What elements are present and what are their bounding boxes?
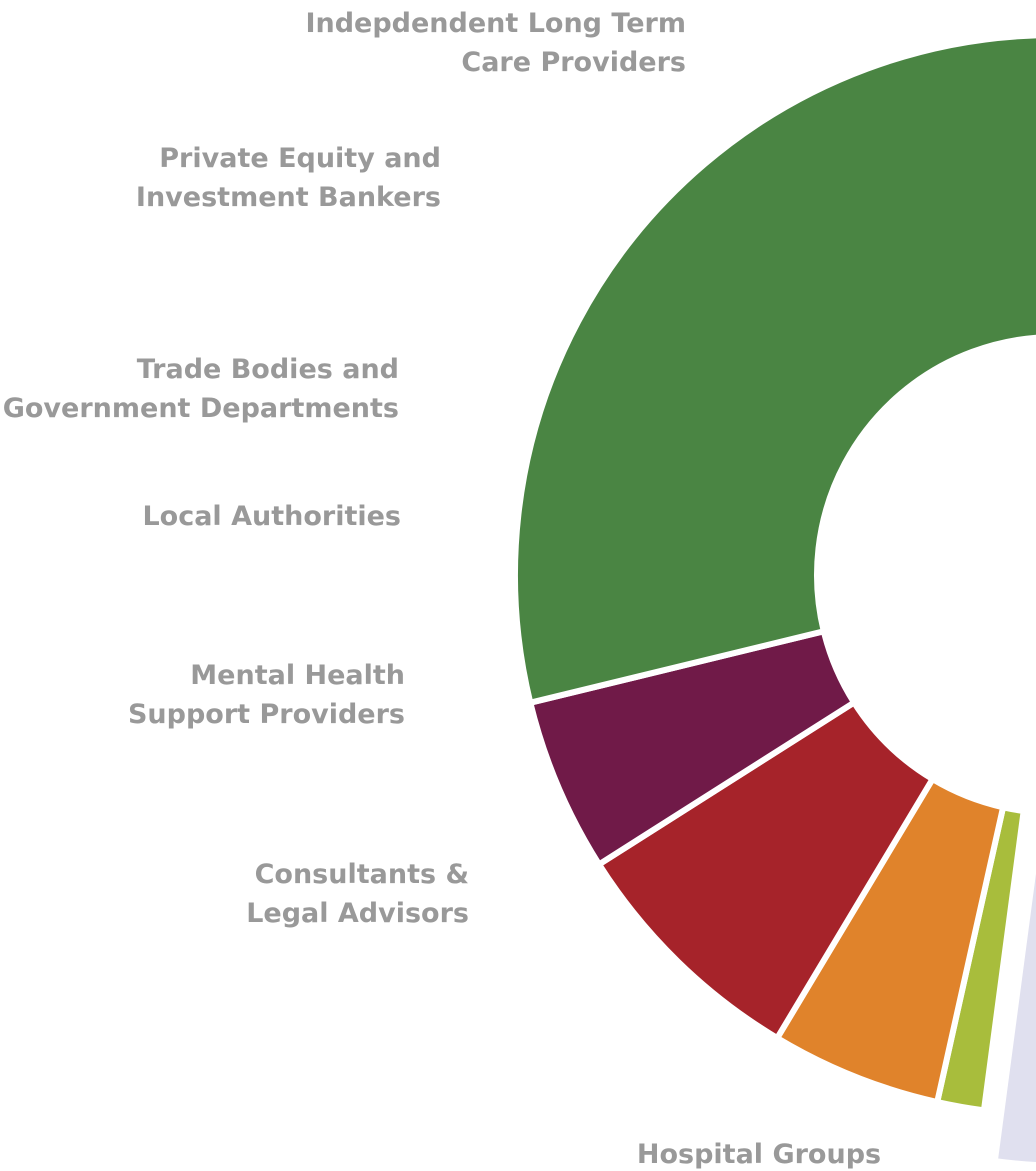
slice-private-equity-and-investment-bankers xyxy=(991,858,1036,1168)
label-consultants: Consultants & Legal Advisors xyxy=(246,859,469,929)
label-local-authorities: Local Authorities xyxy=(142,501,401,532)
label-hospital-groups: Hospital Groups xyxy=(636,1139,882,1170)
slice-hospital-groups xyxy=(512,32,1036,707)
label-private-equity: Private Equity and Investment Bankers xyxy=(135,143,441,213)
label-mental-health: Mental Health Support Providers xyxy=(127,660,405,730)
label-trade-bodies: Trade Bodies and Government Departments xyxy=(2,354,399,424)
label-independent-long-term-care: Indepdendent Long Term Care Providers xyxy=(305,8,686,78)
